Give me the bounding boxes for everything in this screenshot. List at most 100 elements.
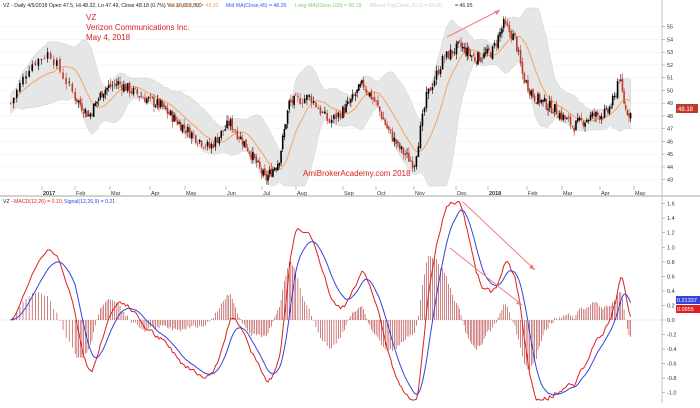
candle-body	[611, 96, 614, 106]
candle-body	[299, 97, 301, 105]
candle-body	[119, 81, 121, 84]
price-tag-bg	[676, 104, 698, 113]
macd-tags: 0.21337 0.0955	[676, 296, 700, 313]
candle-body	[250, 153, 252, 160]
candle	[181, 124, 184, 134]
candle-body	[375, 100, 377, 102]
candle-body	[587, 119, 590, 122]
candle-body	[451, 50, 454, 54]
candle	[488, 44, 490, 54]
candles	[9, 16, 632, 186]
macd-tick-label: 0.4	[667, 289, 675, 295]
candle	[437, 65, 440, 76]
candle-body	[290, 99, 292, 102]
candle-body	[339, 113, 342, 119]
candle	[357, 83, 360, 91]
candle	[214, 136, 217, 151]
price-y-axis: 43 44 45 46 47 48 49 50 51 52 53 54 55	[661, 0, 673, 196]
candle	[222, 130, 225, 136]
candle	[573, 125, 575, 136]
candle	[200, 140, 203, 149]
candle-body	[224, 129, 227, 131]
candle-body	[521, 61, 524, 74]
candle	[613, 92, 616, 100]
candle-body	[161, 100, 164, 107]
candle-body	[294, 94, 297, 96]
candle-body	[121, 84, 123, 91]
candle-body	[624, 105, 627, 110]
candle	[388, 125, 390, 134]
candle	[545, 98, 548, 111]
bollinger-band	[10, 7, 631, 187]
candle-body	[367, 93, 370, 95]
candle-body	[406, 152, 408, 154]
candle-body	[586, 119, 588, 122]
macd-trend-line	[449, 247, 523, 306]
candle	[151, 96, 154, 100]
candle	[582, 119, 585, 129]
candle-body	[107, 85, 110, 88]
candle-body	[607, 109, 609, 113]
candle	[532, 88, 534, 99]
candle-body	[210, 144, 213, 149]
candle-body	[493, 43, 496, 46]
candle-body	[138, 96, 140, 98]
candle-body	[560, 111, 563, 120]
price-panel: 43 44 45 46 47 48 49 50 51 52 53 54 55 2017 Feb Mar Apr…	[0, 0, 700, 197]
candle	[40, 58, 43, 65]
candle-body	[9, 102, 12, 104]
price-tick-label: 51	[667, 76, 673, 82]
candle-body	[373, 97, 376, 102]
candle-body	[478, 53, 481, 62]
candle-body	[356, 89, 358, 94]
candle-body	[229, 119, 232, 127]
candle-body	[202, 147, 205, 148]
candle-body	[142, 97, 144, 99]
candle	[478, 51, 481, 62]
candle	[328, 118, 331, 124]
candle	[37, 57, 40, 71]
candle-body	[89, 113, 92, 117]
candle	[231, 114, 234, 134]
candle-body	[77, 100, 80, 103]
candle-body	[153, 97, 155, 107]
candle	[346, 96, 349, 107]
candle	[351, 89, 354, 102]
candle-body	[475, 61, 478, 64]
candle	[398, 141, 401, 152]
candle-body	[486, 48, 488, 54]
candle-body	[303, 98, 306, 104]
candle-body	[517, 50, 520, 52]
candle-body	[552, 111, 554, 114]
candle	[463, 42, 465, 54]
candle-body	[65, 77, 67, 85]
candle	[158, 98, 160, 112]
candle	[189, 124, 191, 139]
candle	[558, 110, 561, 121]
macd-tick-label: 0.6	[667, 274, 675, 280]
candle	[361, 79, 363, 86]
candle-body	[252, 151, 254, 161]
candle-body	[238, 137, 240, 139]
candle-body	[267, 175, 269, 181]
candle-body	[212, 144, 215, 148]
candle	[117, 76, 119, 90]
candle-body	[591, 112, 594, 117]
candle	[464, 43, 467, 57]
candle-body	[94, 103, 97, 106]
candle	[123, 80, 125, 93]
candle	[469, 49, 472, 58]
macd-header: VZ - MACD(12,26) = 0.10, Signal(12,26,9)…	[3, 199, 115, 205]
candle	[250, 149, 252, 164]
candle	[373, 91, 376, 102]
candle-body	[140, 96, 142, 98]
candle-body	[335, 113, 337, 119]
candle	[140, 91, 142, 98]
candle-body	[337, 112, 340, 118]
candle	[400, 145, 403, 154]
candle-body	[481, 58, 484, 60]
candle	[153, 93, 155, 113]
candle	[210, 141, 213, 154]
candle-body	[378, 106, 381, 112]
candle	[506, 18, 509, 28]
